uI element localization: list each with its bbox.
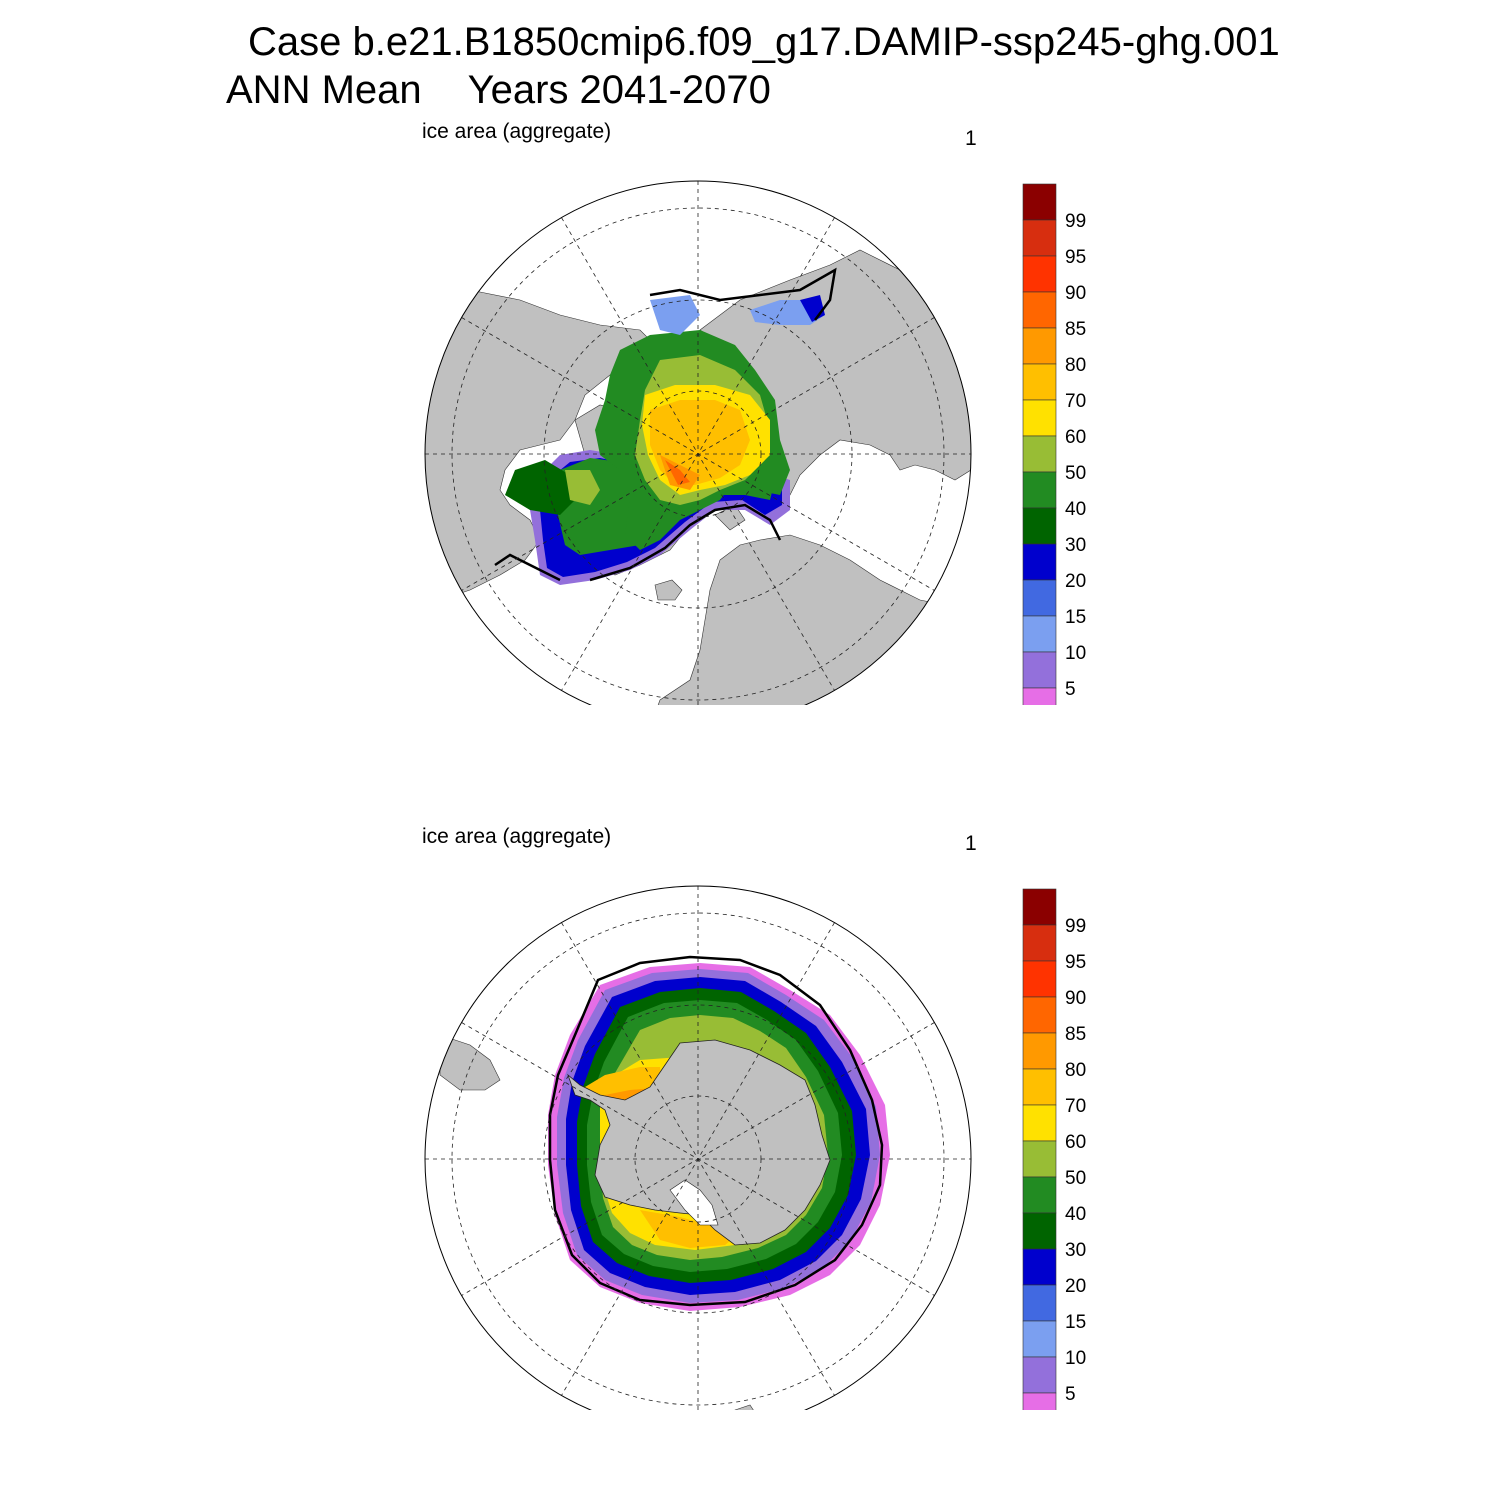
colorbar-tick-label: 95	[1065, 247, 1086, 268]
land-antarctica	[567, 1039, 831, 1246]
colorbar-swatch	[1022, 1320, 1057, 1358]
colorbar-tick-label: 60	[1065, 1132, 1086, 1153]
colorbar-swatch	[1022, 363, 1057, 401]
colorbar-tick-label: 95	[1065, 952, 1086, 973]
season-label: ANN Mean	[226, 68, 422, 112]
arctic-map-content	[425, 181, 971, 705]
ice-edge-north	[494, 267, 837, 582]
colorbar-tick-label: 40	[1065, 1204, 1086, 1225]
panel-number-north: 1	[965, 127, 977, 150]
colorbar-swatch	[1022, 471, 1057, 509]
panel-number-south: 1	[965, 832, 977, 855]
arctic-panel: ice area (aggregate) 1	[0, 0, 1500, 705]
colorbar-swatch	[1022, 507, 1057, 545]
case-title: Case b.e21.B1850cmip6.f09_g17.DAMIP-ssp2…	[248, 20, 1280, 64]
colorbar-swatch	[1022, 543, 1057, 581]
colorbar-swatch	[1022, 1284, 1057, 1322]
colorbar-swatch	[1022, 1140, 1057, 1178]
ice-edge-south	[548, 955, 884, 1307]
colorbar-swatch	[1022, 615, 1057, 653]
colorbar-tick-label: 10	[1065, 643, 1086, 664]
colorbar-swatch	[1022, 1248, 1057, 1286]
colorbar-tick-label: 5	[1065, 1384, 1076, 1405]
antarctic-panel: ice area (aggregate) 1	[0, 705, 1500, 1410]
colorbar-swatch	[1022, 255, 1057, 293]
graticule-south	[425, 886, 971, 1410]
land-small-south	[734, 1404, 761, 1410]
colorbar-tick-label: 85	[1065, 1024, 1086, 1045]
colorbar-swatch	[1022, 1212, 1057, 1250]
colorbar-tick-label: 70	[1065, 391, 1086, 412]
antarctic-map: 99 95 90 85 80 70 60 50 40 30 20 15 10 5	[424, 885, 1086, 1410]
colorbar-tick-label: 80	[1065, 1060, 1086, 1081]
colorbar-swatch	[1022, 1032, 1057, 1070]
colorbar-north: 99 95 90 85 80 70 60 50 40 30 20 15 10 5	[1022, 183, 1086, 705]
colorbar-swatch	[1022, 924, 1057, 962]
colorbar-swatch	[1022, 183, 1057, 221]
colorbar-tick-label: 85	[1065, 319, 1086, 340]
colorbar-tick-label: 50	[1065, 463, 1086, 484]
colorbar-tick-label: 40	[1065, 499, 1086, 520]
colorbar-swatch	[1022, 327, 1057, 365]
colorbar-tick-label: 99	[1065, 916, 1086, 937]
map-boundary-north	[424, 180, 972, 705]
colorbar-swatch	[1022, 579, 1057, 617]
colorbar-tick-label: 10	[1065, 1348, 1086, 1369]
colorbar-swatch	[1022, 291, 1057, 329]
colorbar-swatch	[1022, 888, 1057, 926]
colorbar-tick-label: 15	[1065, 607, 1086, 628]
colorbar-tick-label: 30	[1065, 1240, 1086, 1261]
colorbar-swatch	[1022, 960, 1057, 998]
period-title: ANN Mean Years 2041-2070	[226, 68, 771, 112]
arctic-map: 99 95 90 85 80 70 60 50 40 30 20 15 10 5	[424, 180, 1086, 705]
colorbar-swatch	[1022, 1176, 1057, 1214]
colorbar-swatch	[1022, 687, 1057, 705]
antarctic-map-content	[425, 886, 971, 1410]
colorbar-tick-label: 80	[1065, 355, 1086, 376]
colorbar-tick-label: 50	[1065, 1168, 1086, 1189]
colorbar-tick-label: 15	[1065, 1312, 1086, 1333]
colorbar-swatch	[1022, 651, 1057, 689]
ross-ice-shelf-gap	[669, 1179, 719, 1226]
graticule-north	[425, 181, 971, 705]
colorbar-tick-label: 30	[1065, 535, 1086, 556]
colorbar-swatch	[1022, 1392, 1057, 1410]
colorbar-tick-label: 20	[1065, 1276, 1086, 1297]
panel-title-north: ice area (aggregate)	[422, 120, 612, 143]
colorbar-swatch	[1022, 435, 1057, 473]
colorbar-south: 99 95 90 85 80 70 60 50 40 30 20 15 10 5	[1022, 888, 1086, 1410]
panel-title-south: ice area (aggregate)	[422, 825, 612, 848]
colorbar-swatch	[1022, 1068, 1057, 1106]
colorbar-tick-label: 60	[1065, 427, 1086, 448]
colorbar-swatch	[1022, 996, 1057, 1034]
colorbar-tick-label: 90	[1065, 283, 1086, 304]
colorbar-swatch	[1022, 1356, 1057, 1394]
colorbar-tick-label: 5	[1065, 679, 1076, 700]
colorbar-swatch	[1022, 1104, 1057, 1142]
colorbar-tick-label: 70	[1065, 1096, 1086, 1117]
colorbar-tick-label: 90	[1065, 988, 1086, 1009]
map-boundary-south	[424, 885, 972, 1410]
colorbar-swatch	[1022, 399, 1057, 437]
colorbar-swatch	[1022, 219, 1057, 257]
years-label: Years 2041-2070	[467, 68, 771, 112]
colorbar-tick-label: 99	[1065, 211, 1086, 232]
land-south-america	[439, 1034, 501, 1091]
colorbar-tick-label: 20	[1065, 571, 1086, 592]
